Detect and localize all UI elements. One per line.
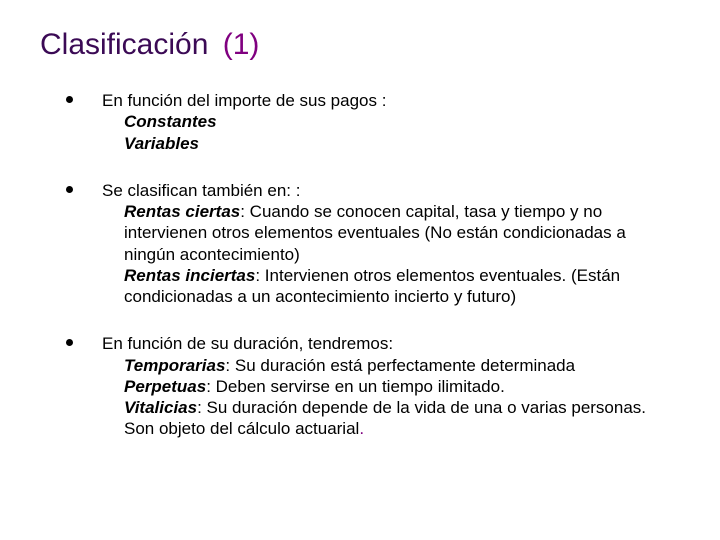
item-sub: Vitalicias: Su duración depende de la vi… [102,397,670,440]
term: Perpetuas [124,377,206,396]
term: Temporarias [124,356,225,375]
item-lead: Se clasifican también en: : [102,180,670,201]
slide: Clasificación (1) En función del importe… [0,0,720,540]
item-sub: Rentas inciertas: Intervienen otros elem… [102,265,670,308]
term: Vitalicias [124,398,197,417]
item-sub: Constantes [102,111,670,132]
item-lead: En función de su duración, tendremos: [102,333,670,354]
list-item: En función del importe de sus pagos : Co… [60,90,670,154]
item-lead: En función del importe de sus pagos : [102,90,670,111]
term-rest: : Su duración depende de la vida de una … [124,398,646,438]
item-sub: Temporarias: Su duración está perfectame… [102,355,670,376]
title-paren: (1) [217,28,260,61]
item-sub: Variables [102,133,670,154]
trailing-period: . [359,419,364,438]
term-rest: : Deben servirse en un tiempo ilimitado. [206,377,505,396]
term: Constantes [124,112,217,131]
term: Variables [124,134,199,153]
item-sub: Rentas ciertas: Cuando se conocen capita… [102,201,670,265]
term: Rentas ciertas [124,202,240,221]
item-sub: Perpetuas: Deben servirse en un tiempo i… [102,376,670,397]
list-item: En función de su duración, tendremos: Te… [60,333,670,439]
list-item: Se clasifican también en: : Rentas ciert… [60,180,670,308]
title-word: Clasificación [40,28,208,61]
term-rest: : Su duración está perfectamente determi… [225,356,575,375]
slide-title: Clasificación (1) [40,28,680,62]
bullet-list: En función del importe de sus pagos : Co… [60,90,670,440]
term: Rentas inciertas [124,266,255,285]
